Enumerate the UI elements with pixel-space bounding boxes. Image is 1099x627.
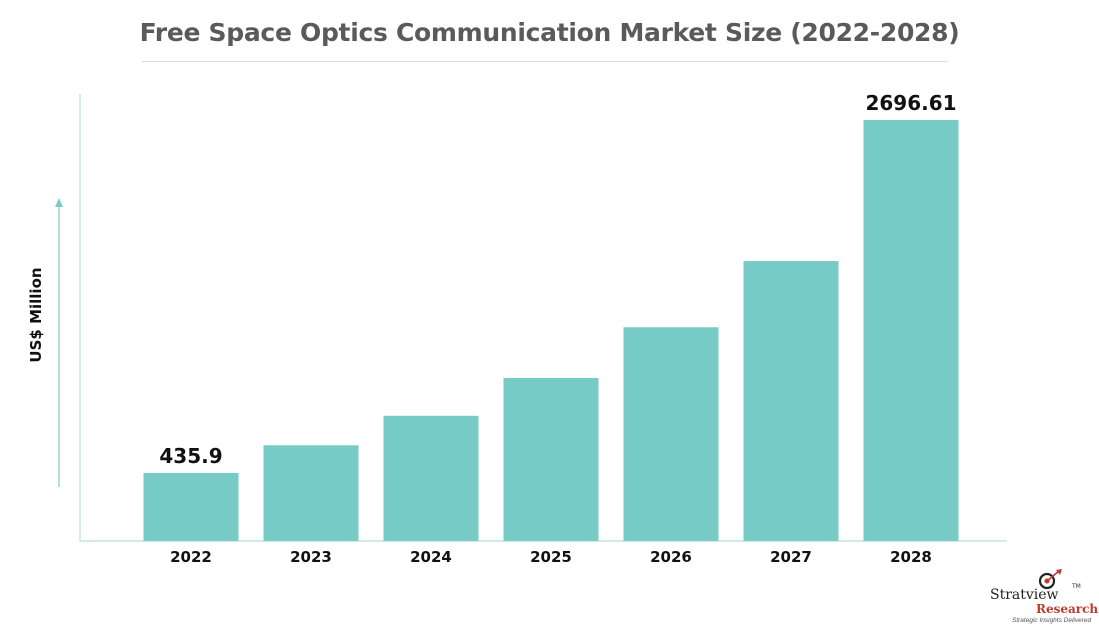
x-tick-label: 2023 (290, 548, 332, 566)
logo-target-icon (1038, 569, 1062, 590)
logo-name: Stratview (990, 587, 1059, 603)
bar-2026 (623, 327, 719, 541)
bar-2022 (143, 472, 239, 541)
title-divider (142, 61, 948, 62)
logo-tagline: Strategic Insights Delivered (1012, 617, 1092, 624)
x-tick-label: 2022 (170, 548, 212, 566)
x-tick-label: 2024 (410, 548, 452, 566)
y-axis-arrow-head (55, 198, 63, 207)
bar-2028 (863, 120, 959, 541)
chart-title: Free Space Optics Communication Market S… (139, 18, 960, 47)
logo-trademark: TM (1072, 583, 1081, 590)
x-tick-label: 2026 (650, 548, 692, 566)
bar-2024 (383, 415, 479, 541)
x-tick-label: 2028 (890, 548, 932, 566)
x-tick-label: 2025 (530, 548, 572, 566)
x-tick-label: 2027 (770, 548, 812, 566)
data-label: 435.9 (159, 444, 222, 468)
bar-2023 (263, 445, 359, 541)
bar-2025 (503, 378, 599, 541)
bar-2027 (743, 261, 839, 541)
stratview-logo: Stratview TM Research Strategic Insights… (982, 568, 1099, 626)
data-label: 2696.61 (865, 91, 956, 115)
logo-subtitle: Research (1036, 602, 1099, 616)
